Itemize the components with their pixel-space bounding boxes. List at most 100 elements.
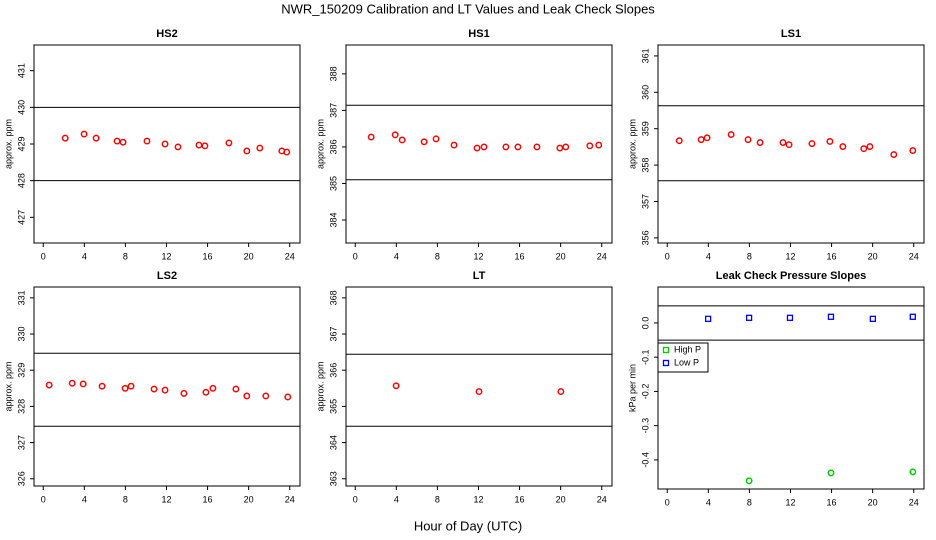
y-tick-label: 387 [328,103,338,118]
plot-frame [345,286,613,487]
x-tick-label: 16 [827,497,837,507]
legend-box [657,342,709,373]
panel-title: Leak Check Pressure Slopes [716,270,866,282]
point [243,392,251,400]
y-tick-label: -0.1 [640,349,650,365]
point [450,141,458,149]
y-tick-label: 431 [16,63,26,78]
point [675,137,683,145]
y-axis-label: approx. ppm [315,361,325,411]
y-axis-label: approx. ppm [627,119,637,169]
point [283,148,291,156]
point [909,468,917,476]
point [827,469,835,477]
y-tick-label: 427 [16,210,26,225]
y-tick-label: 358 [640,158,650,173]
point [232,385,240,393]
x-tick-label: 4 [394,251,399,261]
panel-title: LS1 [781,28,801,40]
x-tick-label: 0 [41,494,46,504]
y-tick-label: -0.4 [640,452,650,468]
x-tick-label: 4 [706,497,711,507]
point [398,136,406,144]
point [860,145,868,153]
point [595,141,603,149]
x-tick-label: 4 [394,494,399,504]
point [121,384,129,392]
x-tick-label: 8 [123,494,128,504]
x-tick-label: 8 [747,251,752,261]
point [827,313,835,320]
x-tick-label: 12 [473,251,483,261]
point [557,388,565,396]
plot-frame [345,44,613,244]
y-tick-label: 359 [640,121,650,136]
point [161,386,169,394]
point [127,382,135,390]
x-tick-label: 24 [597,251,607,261]
point [533,143,541,151]
x-tick-label: 24 [285,251,295,261]
y-tick-label: 388 [328,66,338,81]
plot-frame [657,44,925,244]
y-tick-label: 368 [328,290,338,305]
point [68,379,76,387]
point [432,135,440,143]
point [113,137,121,145]
y-tick-label: 367 [328,327,338,342]
point [391,131,399,139]
x-tick-label: 0 [41,251,46,261]
y-axis-label: approx. ppm [3,361,13,411]
point [80,130,88,138]
y-tick-label: 361 [640,48,650,63]
point [475,388,483,396]
point [703,134,711,142]
plot-frame [657,286,925,490]
x-tick-label: 0 [665,251,670,261]
point [473,144,481,152]
y-tick-label: 364 [328,435,338,450]
point [480,143,488,151]
y-axis-label: kPa per min [627,364,637,412]
point [909,147,917,155]
x-tick-label: 20 [868,251,878,261]
x-tick-label: 20 [244,494,254,504]
point [202,388,210,396]
point [367,133,375,141]
x-tick-label: 16 [203,494,213,504]
x-axis-label: Hour of Day (UTC) [414,518,522,533]
x-tick-label: 20 [244,251,254,261]
point [808,140,816,148]
point [262,392,270,400]
point [150,385,158,393]
x-tick-label: 0 [353,251,358,261]
point [909,313,916,320]
y-tick-label: 356 [640,230,650,245]
y-tick-label: 326 [16,471,26,486]
x-tick-label: 0 [665,497,670,507]
x-tick-label: 12 [161,251,171,261]
point [586,142,594,150]
x-tick-label: 16 [515,251,525,261]
y-tick-label: 329 [16,363,26,378]
point [745,477,753,485]
point [256,144,264,152]
point [556,144,564,152]
y-tick-label: 429 [16,136,26,151]
x-tick-label: 4 [706,251,711,261]
y-tick-label: 430 [16,100,26,115]
plot-frame [33,286,301,487]
x-tick-label: 24 [909,497,919,507]
y-tick-label: 428 [16,173,26,188]
x-tick-label: 8 [435,494,440,504]
y-tick-label: 386 [328,139,338,154]
y-tick-label: 330 [16,327,26,342]
y-tick-label: 384 [328,212,338,227]
y-tick-label: 357 [640,194,650,209]
x-tick-label: 12 [161,494,171,504]
x-tick-label: 8 [747,497,752,507]
x-tick-label: 24 [909,251,919,261]
point [697,136,705,144]
point [786,314,794,321]
